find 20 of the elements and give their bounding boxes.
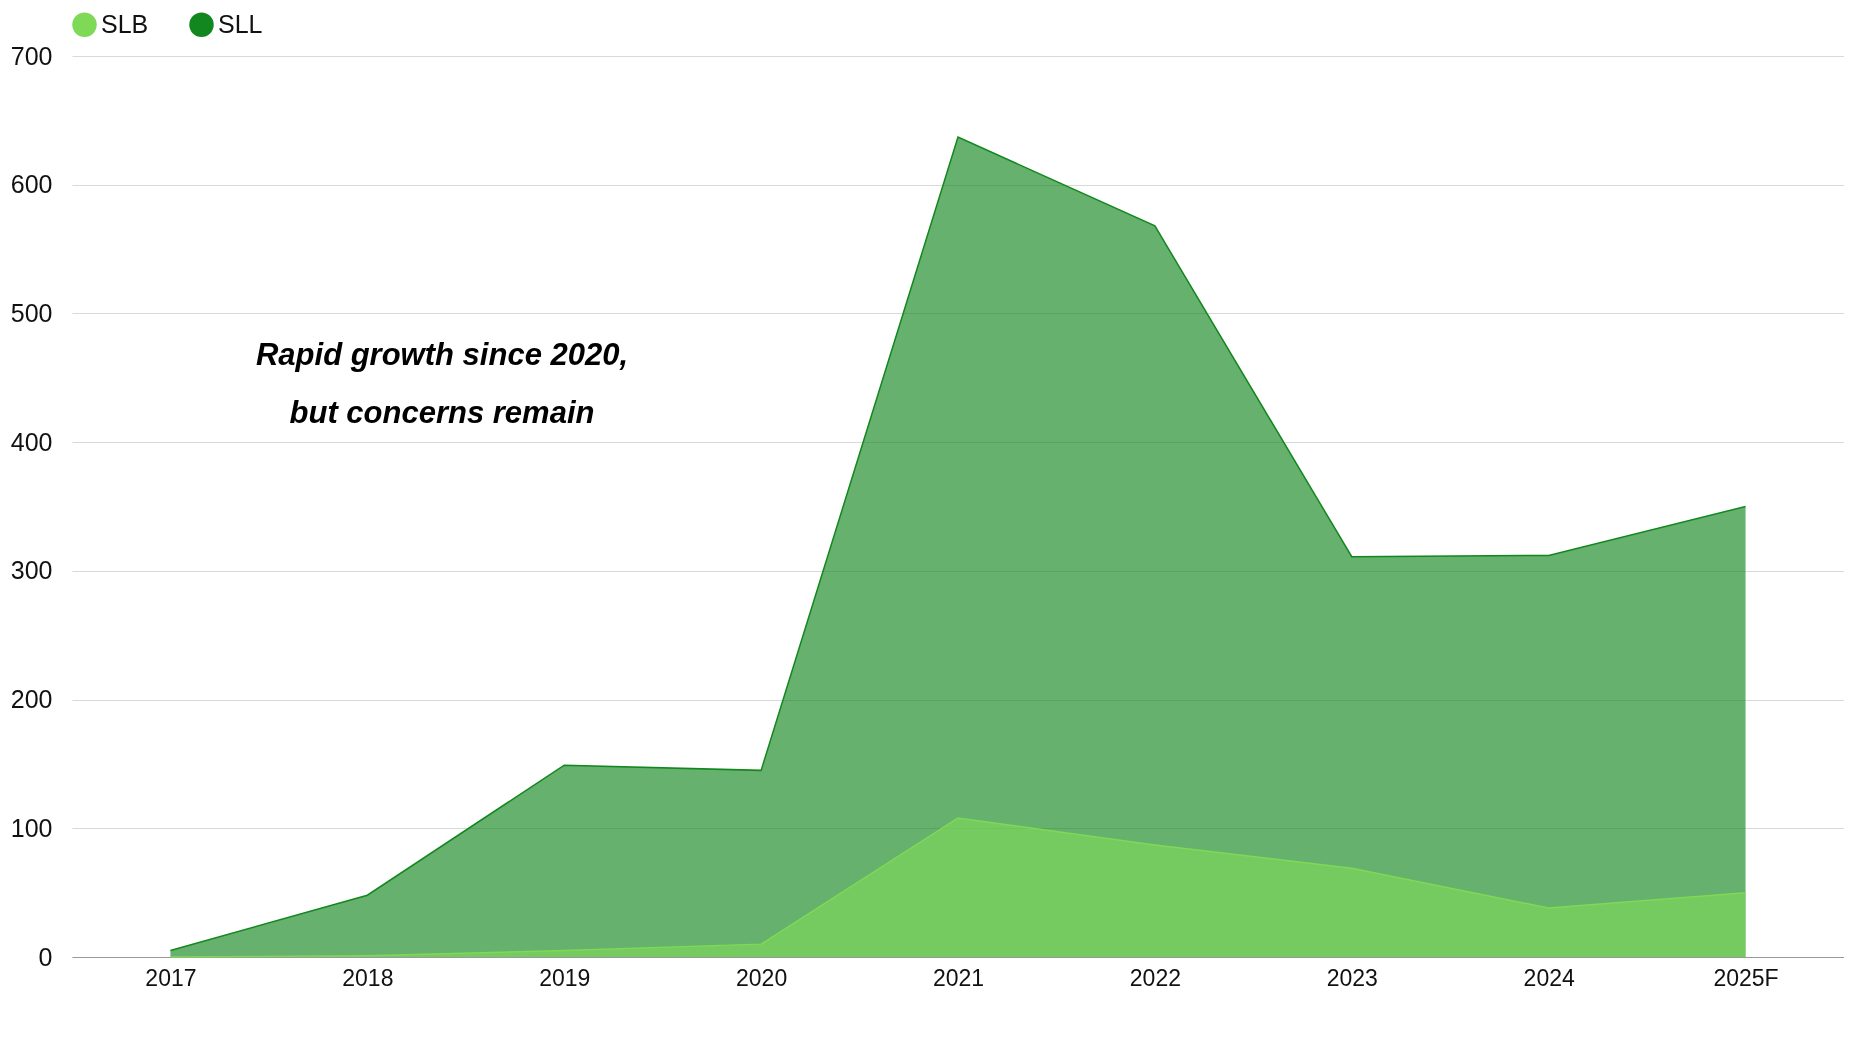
y-tick-label: 500 — [10, 298, 53, 327]
x-tick-label: 2025F — [1713, 964, 1779, 991]
y-tick-label: 700 — [10, 41, 53, 70]
x-tick-label: 2022 — [1129, 964, 1181, 991]
x-tick-label: 2024 — [1523, 964, 1575, 991]
y-tick-label: 0 — [38, 942, 53, 971]
x-tick-label: 2017 — [145, 964, 197, 991]
x-tick-label: 2018 — [342, 964, 394, 991]
y-tick-label: 100 — [10, 813, 53, 842]
x-tick-label: 2023 — [1326, 964, 1378, 991]
x-tick-label: 2021 — [932, 964, 985, 991]
x-tick-label: 2020 — [736, 964, 788, 991]
legend-label: SLL — [218, 9, 263, 38]
y-tick-label: 200 — [10, 685, 53, 714]
y-tick-label: 600 — [10, 170, 53, 199]
y-tick-label: 400 — [10, 427, 53, 456]
annotation: Rapid growth since 2020, but concerns remain — [255, 337, 629, 430]
legend-label: SLB — [101, 9, 149, 38]
y-tick-label: 300 — [10, 556, 53, 585]
x-tick-label: 2019 — [539, 964, 591, 991]
